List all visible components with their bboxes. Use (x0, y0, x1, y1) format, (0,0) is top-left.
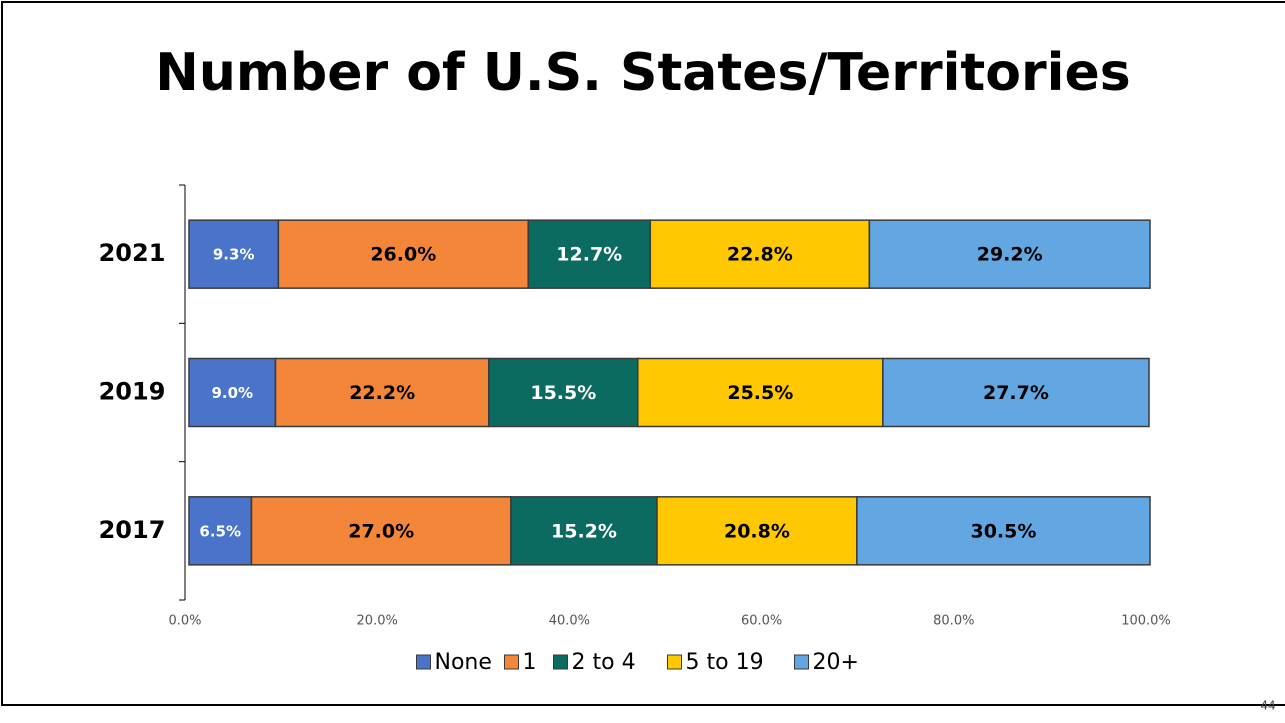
x-tick-label: 80.0% (933, 614, 974, 629)
bar-segment (277, 219, 529, 289)
legend-label: 2 to 4 (572, 650, 636, 675)
bar-segment (868, 219, 1151, 289)
data-label: 15.2% (551, 520, 617, 542)
x-tick-label: 0.0% (168, 614, 201, 629)
data-label: 6.5% (199, 522, 241, 540)
legend-label: None (435, 650, 492, 675)
bar-segment (649, 219, 871, 289)
page-number: 44 (1260, 699, 1275, 713)
legend-label: 5 to 19 (686, 650, 764, 675)
bar-segment (856, 496, 1151, 566)
x-tick-label: 100.0% (1121, 614, 1171, 629)
bar-segment (188, 219, 280, 289)
y-tick-label: 2017 (99, 516, 166, 544)
legend-swatch (553, 654, 568, 670)
data-label: 15.5% (530, 382, 596, 404)
chart-title: Number of U.S. States/Territories (155, 43, 1130, 103)
data-label: 12.7% (556, 244, 622, 266)
data-label: 22.2% (349, 382, 415, 404)
legend-label: 20+ (813, 650, 859, 675)
data-label: 22.8% (727, 244, 793, 266)
data-label: 27.7% (983, 382, 1049, 404)
bar-segment (188, 496, 253, 566)
bar-segment (274, 357, 490, 428)
legend-label: 1 (523, 650, 537, 675)
data-label: 30.5% (970, 520, 1036, 542)
legend-swatch (504, 654, 519, 670)
legend-swatch (667, 654, 682, 670)
legend-swatch (416, 654, 431, 670)
bar-segment (882, 357, 1150, 428)
x-tick-label: 60.0% (741, 614, 782, 629)
x-tick-label: 20.0% (357, 614, 398, 629)
data-label: 9.0% (211, 384, 253, 402)
data-label: 25.5% (727, 382, 793, 404)
y-tick-label: 2019 (99, 378, 166, 406)
bar-segment (637, 357, 884, 428)
legend-swatch (794, 654, 809, 670)
data-label: 26.0% (370, 244, 436, 266)
bar-segment (527, 219, 652, 289)
y-tick-label: 2021 (99, 239, 166, 267)
data-label: 27.0% (348, 520, 414, 542)
data-label: 9.3% (213, 246, 255, 264)
bar-segment (510, 496, 658, 566)
x-tick-label: 40.0% (549, 614, 590, 629)
data-label: 20.8% (724, 520, 790, 542)
slide-frame (1, 1, 1285, 706)
data-label: 29.2% (977, 244, 1043, 266)
